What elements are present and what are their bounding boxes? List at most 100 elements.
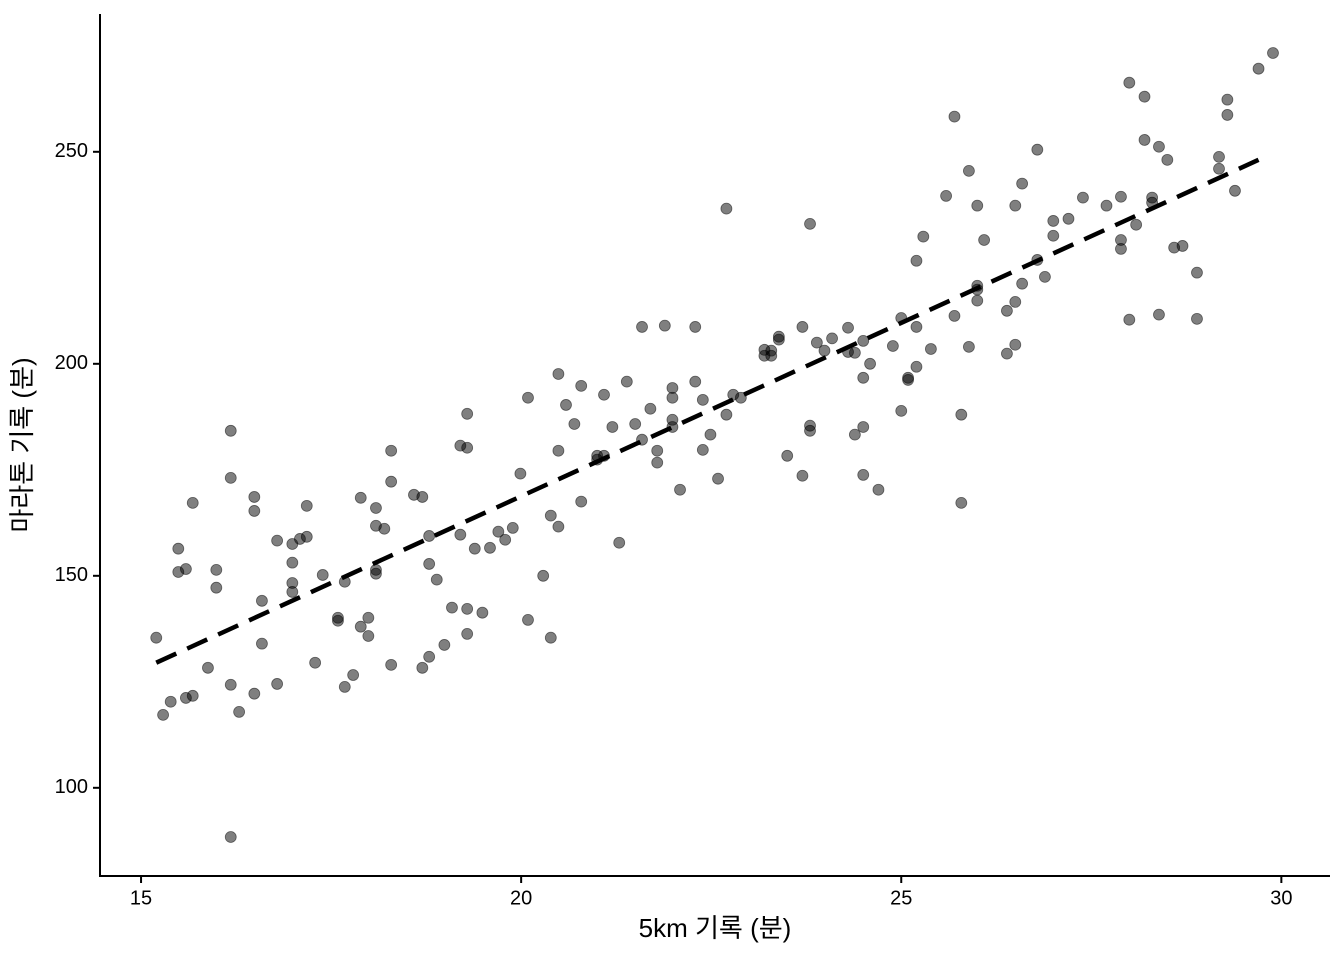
point	[499, 533, 512, 546]
point	[765, 349, 778, 362]
point	[781, 449, 794, 462]
point	[309, 656, 322, 669]
point	[461, 602, 474, 615]
point	[689, 321, 702, 333]
point	[651, 444, 664, 457]
point	[1252, 62, 1265, 75]
point	[651, 456, 664, 469]
point	[848, 346, 861, 359]
point	[560, 399, 572, 411]
point	[461, 441, 474, 454]
point	[385, 658, 398, 671]
point	[423, 650, 436, 663]
point	[857, 468, 870, 481]
x-tick-label: 25	[890, 887, 912, 909]
point	[271, 678, 284, 690]
point	[1016, 277, 1029, 290]
point	[1130, 218, 1143, 231]
point	[613, 536, 626, 549]
point	[370, 502, 382, 514]
point	[666, 382, 679, 394]
point	[338, 680, 351, 693]
point	[1047, 229, 1060, 242]
point	[552, 520, 565, 533]
point	[1009, 295, 1022, 308]
point	[857, 335, 870, 347]
point	[286, 556, 299, 569]
point	[1153, 140, 1165, 153]
point	[385, 475, 398, 488]
point	[1176, 240, 1189, 252]
point	[696, 443, 709, 456]
point	[300, 530, 313, 543]
point	[1213, 150, 1225, 163]
point	[1001, 347, 1013, 360]
point	[1009, 338, 1022, 351]
point	[316, 569, 329, 581]
point	[1047, 215, 1060, 227]
point	[224, 678, 237, 691]
point	[1009, 199, 1022, 212]
point	[1191, 266, 1203, 279]
point	[940, 189, 953, 202]
point	[476, 606, 489, 619]
point	[886, 340, 899, 352]
point	[286, 586, 299, 598]
point	[1138, 134, 1151, 146]
point	[734, 391, 747, 404]
point	[224, 471, 237, 484]
point	[378, 522, 391, 535]
point	[271, 534, 284, 547]
point	[629, 418, 642, 430]
point	[902, 371, 914, 384]
point	[506, 521, 519, 534]
point	[522, 391, 534, 404]
point	[1115, 190, 1127, 203]
point	[248, 687, 261, 700]
point	[150, 631, 163, 644]
point	[598, 388, 610, 401]
point	[423, 558, 436, 570]
point	[248, 491, 261, 503]
point	[1123, 313, 1136, 326]
point	[575, 379, 588, 392]
point	[1138, 90, 1151, 103]
point	[544, 509, 557, 522]
point	[224, 831, 237, 843]
point	[468, 542, 481, 555]
point	[848, 428, 861, 441]
point	[772, 333, 785, 346]
point	[924, 343, 937, 355]
point	[210, 581, 223, 594]
point	[1229, 184, 1241, 197]
point	[186, 496, 199, 509]
point	[385, 444, 398, 457]
point	[895, 404, 908, 417]
point	[857, 371, 870, 384]
x-tick-label: 15	[130, 887, 152, 909]
point	[202, 661, 214, 674]
point	[1191, 312, 1203, 325]
point	[1016, 177, 1029, 190]
point	[416, 661, 429, 674]
point	[186, 689, 199, 702]
point	[1031, 143, 1044, 156]
y-tick-label: 200	[55, 352, 88, 374]
point	[544, 631, 557, 644]
point	[300, 499, 313, 512]
point	[696, 393, 709, 406]
point	[644, 402, 657, 415]
point	[963, 164, 975, 177]
point	[454, 528, 467, 541]
point	[796, 321, 809, 333]
point	[955, 496, 968, 509]
point	[857, 421, 870, 433]
point	[233, 706, 246, 718]
point	[1221, 109, 1234, 121]
point	[362, 611, 375, 624]
point	[438, 639, 451, 651]
point	[446, 601, 458, 614]
x-axis-title: 5km 기록 (분)	[639, 913, 792, 943]
point	[872, 483, 885, 496]
